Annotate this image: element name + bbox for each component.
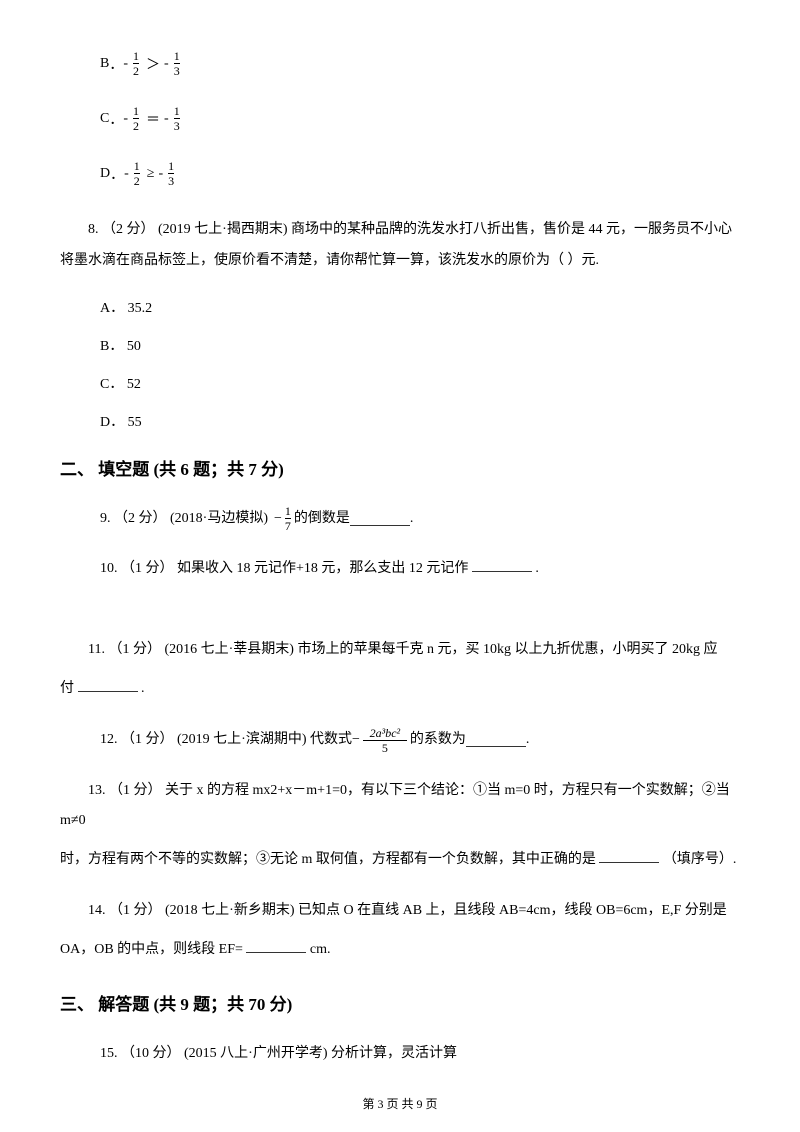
fraction: 1 2 [134, 160, 140, 187]
question-10: 10. （1 分） 如果收入 18 元记作+18 元，那么支出 12 元记作 . [60, 554, 740, 585]
q8-option-c: C． 52 [60, 373, 740, 393]
fraction: 1 3 [168, 160, 174, 187]
q8-option-d: D． 55 [60, 411, 740, 431]
blank-input[interactable] [599, 849, 659, 863]
question-15: 15. （10 分） (2015 八上·广州开学考) 分析计算，灵活计算 [60, 1039, 740, 1070]
option-letter: D [100, 166, 110, 182]
blank-input[interactable] [246, 939, 306, 953]
fraction: 1 2 [133, 50, 139, 77]
fraction: 1 7 [285, 505, 291, 532]
question-9: 9. （2 分） (2018·马边模拟) − 1 7 的倒数是 . [60, 504, 740, 535]
question-8: 8. （2 分） (2019 七上·揭西期末) 商场中的某种品牌的洗发水打八折出… [60, 215, 740, 277]
question-13-cont: 时，方程有两个不等的实数解；③无论 m 取何值，方程都有一个负数解，其中正确的是… [60, 845, 740, 876]
question-12: 12. （1 分） (2019 七上·滨湖期中) 代数式− 2a³bc² 5 的… [60, 725, 740, 756]
blank-input[interactable] [350, 512, 410, 526]
fraction: 1 3 [174, 105, 180, 132]
fraction: 1 2 [133, 105, 139, 132]
option-d: D． - 1 2 ≥ - 1 3 [60, 160, 740, 187]
blank-input[interactable] [78, 678, 138, 692]
question-14-cont: OA，OB 的中点，则线段 EF= cm. [60, 935, 740, 966]
option-c: C． - 1 2 ＝ - 1 3 [60, 105, 740, 132]
page-footer: 第 3 页 共 9 页 [0, 1095, 800, 1112]
question-14: 14. （1 分） (2018 七上·新乡期末) 已知点 O 在直线 AB 上，… [60, 896, 740, 927]
q8-option-b: B． 50 [60, 335, 740, 355]
section-2-header: 二、 填空题 (共 6 题；共 7 分) [60, 455, 740, 480]
blank-input[interactable] [472, 558, 532, 572]
blank-input[interactable] [466, 733, 526, 747]
question-11: 11. （1 分） (2016 七上·莘县期末) 市场上的苹果每千克 n 元，买… [60, 635, 740, 666]
section-3-header: 三、 解答题 (共 9 题；共 70 分) [60, 990, 740, 1015]
fraction: 1 3 [174, 50, 180, 77]
q8-option-a: A． 35.2 [60, 297, 740, 317]
option-b: B． - 1 2 ＞ - 1 3 [60, 50, 740, 77]
question-11-cont: 付 . [60, 674, 740, 705]
option-letter: B [100, 56, 109, 72]
option-letter: C [100, 111, 109, 127]
question-13: 13. （1 分） 关于 x 的方程 mx2+x－m+1=0，有以下三个结论：①… [60, 776, 740, 838]
fraction: 2a³bc² 5 [363, 727, 407, 754]
